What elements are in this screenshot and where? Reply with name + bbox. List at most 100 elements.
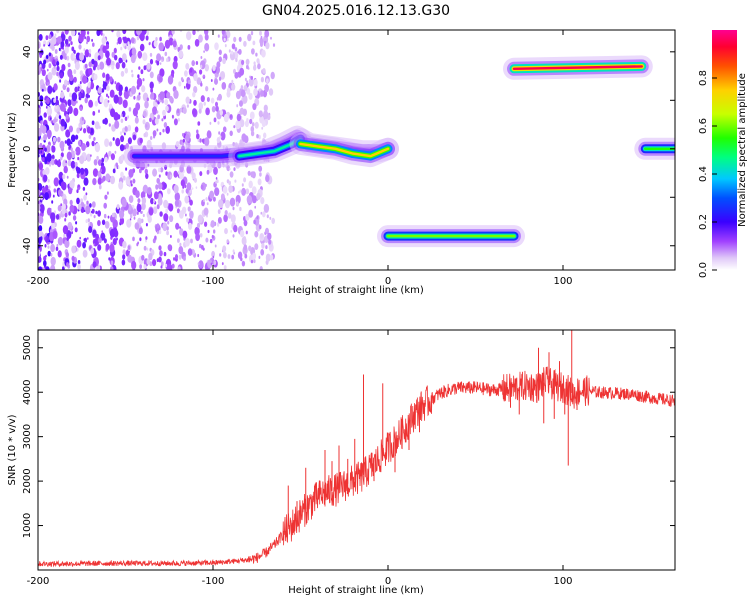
noise-speckle [77,156,80,161]
x-tick-label: -100 [202,576,225,587]
noise-speckle [124,86,128,92]
noise-speckle [206,202,209,206]
noise-speckle [130,180,133,184]
noise-speckle [53,210,57,214]
noise-speckle [230,214,236,223]
noise-speckle [205,86,209,92]
noise-speckle [108,103,113,110]
noise-speckle [179,107,183,113]
noise-speckle [250,75,253,80]
noise-speckle [248,92,253,100]
noise-speckle [103,202,107,209]
noise-speckle [198,260,204,269]
noise-speckle [133,216,136,220]
noise-speckle [138,227,143,235]
x-tick-label: 0 [385,576,391,587]
noise-speckle [49,117,52,121]
noise-speckle [207,259,213,269]
noise-speckle [163,213,169,222]
noise-speckle [200,95,205,103]
noise-speckle [109,76,113,83]
noise-speckle [43,44,45,47]
noise-speckle [38,43,41,49]
noise-speckle [239,67,245,76]
noise-speckle [43,174,48,182]
noise-speckle [50,158,55,166]
noise-speckle [53,177,59,187]
noise-speckle [158,229,162,235]
noise-speckle [67,99,72,107]
noise-speckle [57,236,64,246]
noise-speckle [63,165,68,174]
noise-speckle [88,61,92,68]
snr-plot-area [38,330,675,568]
noise-speckle [100,232,106,241]
noise-speckle [70,160,76,169]
noise-speckle [50,256,56,266]
noise-speckle [162,128,165,133]
noise-speckle [38,215,44,225]
noise-speckle [38,266,42,270]
noise-speckle [49,163,52,167]
noise-speckle [164,39,171,49]
noise-speckle [258,255,261,259]
noise-speckle [264,84,269,93]
noise-speckle [247,170,251,176]
noise-speckle [97,170,102,178]
y-tick-label: 3000 [22,424,33,449]
noise-speckle [247,33,252,42]
noise-speckle [46,106,53,116]
noise-speckle [261,242,265,249]
noise-speckle [104,194,108,200]
noise-speckle [125,249,130,257]
noise-speckle [116,204,120,210]
noise-speckle [79,88,81,91]
noise-speckle [73,107,79,117]
noise-speckle [223,214,228,223]
noise-speckle [55,99,59,107]
spectrogram-y-axis-label: Frequency (Hz) [7,112,18,188]
noise-speckle [204,64,209,72]
noise-speckle [260,76,264,83]
noise-speckle [64,46,69,54]
noise-speckle [84,97,88,104]
colorbar-tick-label: 0.0 [698,262,709,278]
noise-speckle [246,64,249,70]
noise-speckle [158,42,164,52]
noise-speckle [198,34,203,43]
noise-speckle [200,56,203,59]
x-tick-label: 0 [385,276,391,287]
noise-speckle [87,31,90,35]
noise-speckle [269,254,274,261]
noise-speckle [158,182,163,190]
noise-speckle [221,262,224,266]
noise-speckle [209,238,213,244]
noise-speckle [103,213,107,219]
noise-speckle [59,54,63,60]
noise-speckle [55,105,58,110]
noise-speckle [270,36,272,40]
noise-speckle [83,177,89,186]
noise-speckle [259,266,263,270]
noise-speckle [67,159,72,167]
noise-speckle [178,210,184,219]
noise-speckle [149,117,152,122]
noise-speckle [64,218,67,222]
noise-speckle [69,180,75,189]
noise-speckle [146,97,149,102]
noise-speckle [155,99,158,103]
spectral-trace-2 [299,142,390,158]
noise-speckle [136,77,143,87]
colorbar-gradient [712,30,737,270]
noise-speckle [73,49,76,55]
noise-speckle [254,121,259,129]
noise-speckle [39,63,42,68]
noise-speckle [119,217,125,225]
noise-speckle [96,155,99,161]
noise-speckle [259,172,262,177]
noise-speckle [164,51,168,57]
noise-speckle [121,61,126,69]
noise-speckle [143,245,147,251]
noise-speckle [185,96,190,104]
noise-speckle [56,65,60,72]
